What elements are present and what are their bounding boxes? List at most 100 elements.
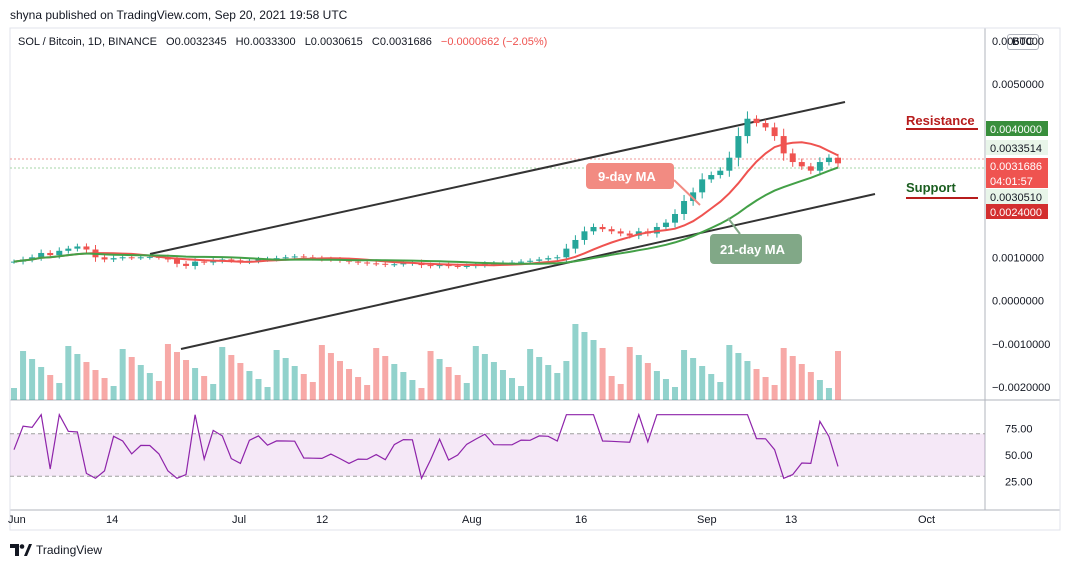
change-value: −0.0000662 (−2.05%) [440,36,548,48]
ma9-callout-pointer [673,179,701,206]
candle-body [608,229,615,232]
y-tick-label: 0.0050000 [992,79,1044,91]
candle-body [427,265,434,267]
volume-bar [545,365,552,400]
x-tick-label: 14 [106,514,118,526]
ma9-callout-box [586,163,674,189]
price-label-text: 0.0033514 [990,143,1042,155]
candle-body [101,257,108,260]
volume-bar [445,367,452,400]
candle-body [798,162,805,167]
volume-bar [119,349,126,400]
candle-body [400,263,407,265]
candle-body [201,261,208,263]
volume-bar [373,348,380,400]
candle-body [128,257,135,259]
symbol-name[interactable]: SOL / Bitcoin, 1D, BINANCE [18,36,157,48]
x-tick-label: Jul [232,514,246,526]
volume-bar [518,386,525,400]
volume-bar [581,332,588,400]
currency-badge[interactable]: BTC [1007,34,1039,50]
candle-body [626,233,633,236]
candle-body [563,248,570,258]
candle-body [690,192,697,202]
tradingview-brand[interactable]: TradingView [10,543,102,557]
volume-bar [201,376,208,400]
candle-body [518,261,525,263]
price-label-tag [986,158,1048,173]
volume-bar [219,347,226,400]
volume-bar [137,365,144,400]
volume-bar [789,356,796,400]
volume-bar [327,353,334,400]
volume-bar [753,369,760,400]
volume-bar [617,384,624,400]
y-tick-label: 0.0010000 [992,252,1044,264]
volume-bar [590,340,597,400]
x-tick-label: 12 [316,514,328,526]
candle-body [454,265,461,267]
lower-trendline [180,193,876,350]
volume-bar [29,359,36,400]
rsi-tick-label: 25.00 [1005,477,1033,489]
volume-bar [509,378,516,400]
candle-body [364,262,371,264]
candle-body [29,257,36,260]
volume-bar [336,361,343,400]
candle-body [300,256,307,258]
volume-bar [454,375,461,400]
candle-body [192,261,199,266]
upper-trendline [149,101,846,255]
volume-bar [264,387,271,400]
candle-body [617,231,624,234]
volume-bar [382,356,389,400]
rsi-tick-label: 50.00 [1005,450,1033,462]
low-value: L0.0030615 [304,36,363,48]
volume-bar [635,355,642,400]
resistance-label: Resistance [906,113,975,128]
candle-body [463,265,470,267]
volume-bar [744,361,751,400]
price-label-text: 0.0031686 [990,161,1042,173]
candle-body [83,246,90,250]
candle-body [717,170,724,176]
candle-body [38,252,45,258]
ma21-line [13,166,839,265]
y-tick-label: −0.0010000 [992,339,1050,351]
volume-bar [83,362,90,400]
volume-bar [835,351,841,400]
x-tick-label: Oct [918,514,935,526]
volume-bar [282,358,289,400]
volume-bar [409,380,416,400]
volume-bar [708,374,715,400]
volume-bar [690,358,697,400]
candle-body [110,258,117,260]
volume-bar [38,367,45,400]
candle-body [355,261,362,263]
x-tick-label: 13 [785,514,797,526]
rsi-tick-label: 75.00 [1005,424,1033,436]
volume-bar [183,360,190,400]
volume-bar [273,350,280,400]
close-value: C0.0031686 [371,36,432,48]
volume-bar [146,373,153,400]
price-label-text: 0.0024000 [990,207,1042,219]
volume-bar [128,357,135,400]
volume-bar [699,366,706,400]
volume-bar [56,383,63,400]
volume-bar [681,350,688,400]
y-tick-label: 0.0000000 [992,296,1044,308]
volume-bar [427,351,434,400]
rsi-line [13,412,839,481]
volume-bar [436,359,443,400]
candle-body [545,258,552,260]
candle-body [255,259,262,261]
candle-body [789,153,796,163]
volume-bar [20,351,27,400]
volume-bar [164,344,171,400]
chart-frame [9,27,1061,531]
candle-body [581,231,588,240]
candle-body [119,257,126,259]
volume-bar [527,349,534,400]
